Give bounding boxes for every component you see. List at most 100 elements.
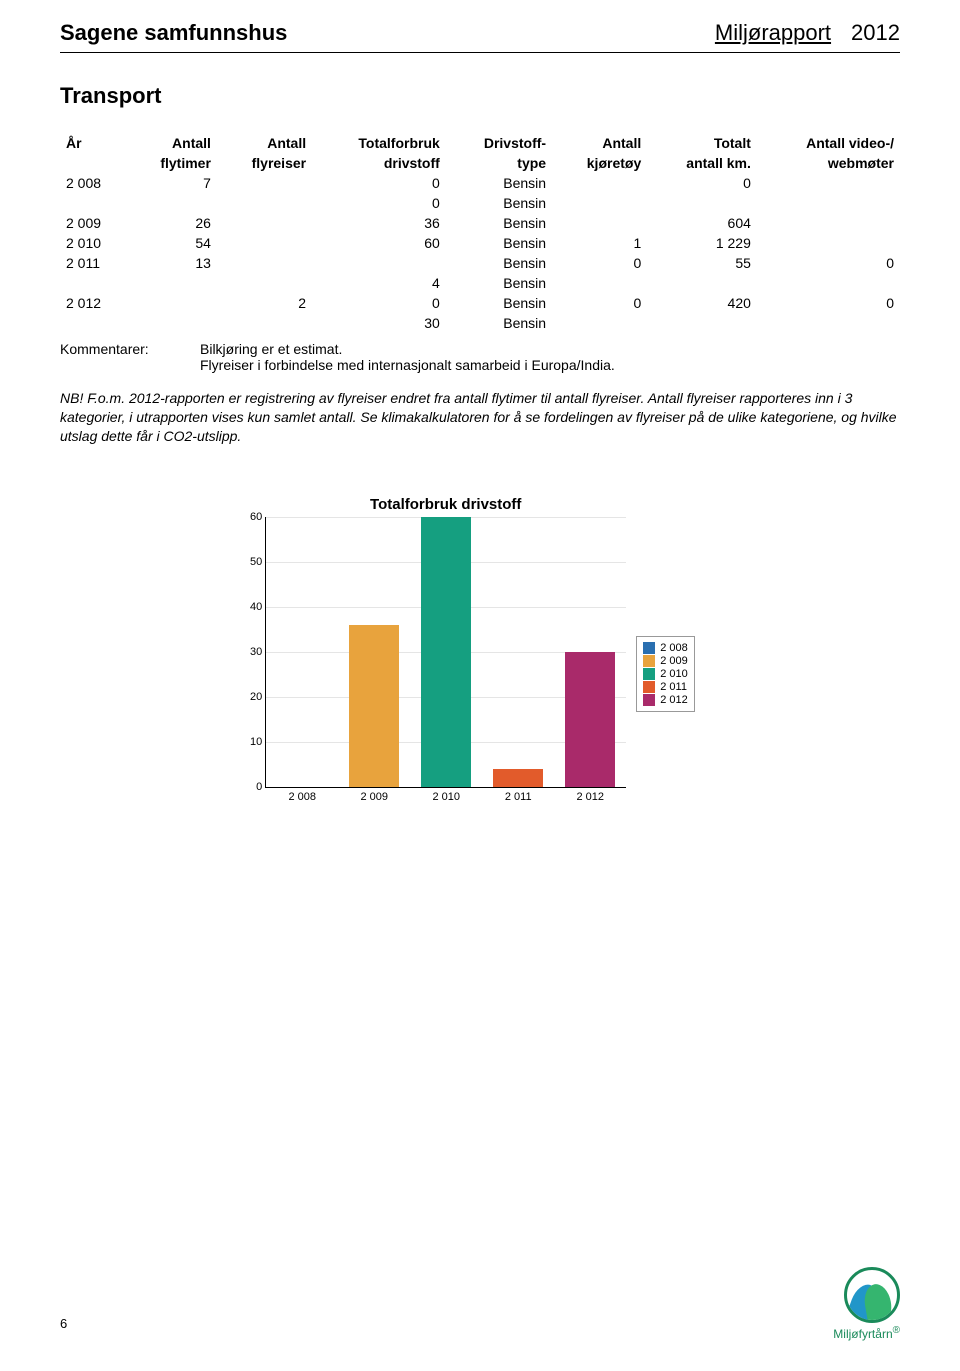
table-row: 0Bensin: [60, 193, 900, 213]
table-cell: [217, 313, 312, 333]
table-cell: 30: [312, 313, 446, 333]
th-km-1: Totalt: [647, 133, 757, 153]
table-cell: 1 229: [647, 233, 757, 253]
y-axis-label: 50: [240, 556, 262, 568]
chart-bar: [565, 652, 615, 787]
legend-swatch: [643, 681, 655, 693]
table-cell: [757, 193, 900, 213]
legend-swatch: [643, 655, 655, 667]
table-cell: 1: [552, 233, 647, 253]
comment-line-1: Bilkjøring er et estimat.: [200, 341, 900, 357]
table-cell: [552, 173, 647, 193]
chart-legend: 2 0082 0092 0102 0112 012: [636, 636, 695, 712]
table-row: 2 01113Bensin0550: [60, 253, 900, 273]
comment-line-2: Flyreiser i forbindelse med internasjona…: [200, 357, 900, 373]
y-axis-label: 10: [240, 736, 262, 748]
table-cell: [312, 253, 446, 273]
table-row: 2 0105460Bensin11 229: [60, 233, 900, 253]
table-cell: [127, 313, 217, 333]
legend-label: 2 008: [660, 642, 688, 654]
table-cell: [757, 173, 900, 193]
legend-item: 2 012: [643, 694, 688, 706]
table-cell: [127, 273, 217, 293]
table-cell: 604: [647, 213, 757, 233]
table-cell: 2 009: [60, 213, 127, 233]
table-cell: [757, 313, 900, 333]
table-cell: Bensin: [446, 293, 552, 313]
y-axis-label: 0: [240, 781, 262, 793]
table-cell: [757, 273, 900, 293]
th-km-2: antall km.: [647, 153, 757, 173]
report-word: Miljørapport: [715, 20, 831, 45]
logo-circle-icon: [844, 1267, 900, 1323]
th-flytimer-1: Antall: [127, 133, 217, 153]
org-name: Sagene samfunnshus: [60, 20, 287, 46]
table-cell: [757, 213, 900, 233]
comments-row: Kommentarer: Bilkjøring er et estimat. F…: [60, 341, 900, 373]
x-axis-label: 2 012: [576, 791, 604, 803]
report-title: Miljørapport2012: [715, 20, 900, 46]
table-cell: [647, 273, 757, 293]
table-cell: 0: [552, 293, 647, 313]
table-cell: [217, 233, 312, 253]
table-cell: 26: [127, 213, 217, 233]
table-cell: [217, 213, 312, 233]
table-cell: [217, 273, 312, 293]
chart-bar: [421, 517, 471, 787]
table-cell: 2 011: [60, 253, 127, 273]
table-cell: 54: [127, 233, 217, 253]
table-cell: Bensin: [446, 193, 552, 213]
chart-container: Totalforbruk drivstoff 01020304050602 00…: [60, 496, 900, 788]
th-drivstoff-1: Totalforbruk: [312, 133, 446, 153]
legend-item: 2 010: [643, 668, 688, 680]
table-cell: 55: [647, 253, 757, 273]
table-cell: [217, 193, 312, 213]
table-cell: 36: [312, 213, 446, 233]
table-cell: 2: [217, 293, 312, 313]
table-row: 2 00926 36Bensin 604: [60, 213, 900, 233]
table-row: 2 01220Bensin04200: [60, 293, 900, 313]
y-axis-label: 40: [240, 601, 262, 613]
table-cell: [60, 273, 127, 293]
legend-label: 2 012: [660, 694, 688, 706]
th-drivstoff-2: drivstoff: [312, 153, 446, 173]
table-cell: [127, 293, 217, 313]
y-axis-label: 30: [240, 646, 262, 658]
table-cell: 2 008: [60, 173, 127, 193]
th-kjoretoy-1: Antall: [552, 133, 647, 153]
comments-label: Kommentarer:: [60, 341, 200, 373]
table-cell: 0: [312, 293, 446, 313]
chart-bar: [493, 769, 543, 787]
chart-title: Totalforbruk drivstoff: [265, 496, 626, 513]
table-row: 2 00870Bensin0: [60, 173, 900, 193]
x-axis-label: 2 009: [360, 791, 388, 803]
table-cell: Bensin: [446, 173, 552, 193]
table-cell: 2 012: [60, 293, 127, 313]
table-cell: 0: [757, 253, 900, 273]
table-cell: [217, 253, 312, 273]
page-number: 6: [60, 1316, 67, 1331]
table-cell: [647, 193, 757, 213]
x-axis-label: 2 010: [432, 791, 460, 803]
th-video-1: Antall video-/: [757, 133, 900, 153]
legend-swatch: [643, 668, 655, 680]
table-cell: [552, 273, 647, 293]
table-cell: 60: [312, 233, 446, 253]
table-cell: 4: [312, 273, 446, 293]
table-cell: Bensin: [446, 213, 552, 233]
table-cell: 7: [127, 173, 217, 193]
table-row: 4Bensin: [60, 273, 900, 293]
chart-plot: 01020304050602 0082 0092 0102 0112 012: [265, 517, 626, 788]
th-flyreiser-1: Antall: [217, 133, 312, 153]
transport-table: År Antall Antall Totalforbruk Drivstoff-…: [60, 133, 900, 333]
legend-label: 2 009: [660, 655, 688, 667]
table-cell: [647, 313, 757, 333]
table-cell: Bensin: [446, 233, 552, 253]
y-axis-label: 60: [240, 511, 262, 523]
th-kjoretoy-2: kjøretøy: [552, 153, 647, 173]
legend-item: 2 011: [643, 681, 688, 693]
table-cell: [60, 313, 127, 333]
table-cell: 0: [647, 173, 757, 193]
legend-item: 2 008: [643, 642, 688, 654]
th-video-2: webmøter: [757, 153, 900, 173]
